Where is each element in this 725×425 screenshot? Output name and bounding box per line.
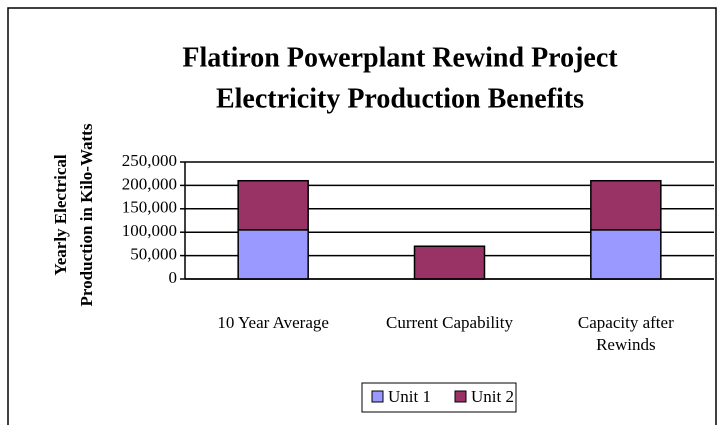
bar-segment xyxy=(413,245,486,280)
y-axis-label: Production in Kilo-Watts xyxy=(77,123,96,306)
legend-swatch xyxy=(371,390,384,403)
y-tick-label: 50,000 xyxy=(130,245,177,264)
y-tick-label: 150,000 xyxy=(122,198,177,217)
x-tick-label: 10 Year Average xyxy=(217,313,329,332)
bar-segment xyxy=(590,229,662,280)
y-tick-label: 200,000 xyxy=(122,174,177,193)
bar-segment xyxy=(237,229,309,280)
legend-label: Unit 1 xyxy=(388,387,431,406)
legend-swatch xyxy=(454,390,467,403)
legend-label: Unit 2 xyxy=(471,387,514,406)
chart-title: Electricity Production Benefits xyxy=(216,83,584,114)
y-axis-label: Yearly Electrical xyxy=(51,154,70,276)
y-tick-label: 100,000 xyxy=(122,221,177,240)
x-tick-label: Capacity after Rewinds xyxy=(577,313,674,354)
bar-segment xyxy=(590,179,662,231)
y-tick-label: 250,000 xyxy=(122,151,177,170)
y-tick-label: 0 xyxy=(169,268,178,287)
chart-title: Flatiron Powerplant Rewind Project xyxy=(182,42,618,73)
chart-border xyxy=(7,7,717,425)
bar-segment xyxy=(237,179,309,231)
legend-box xyxy=(361,382,517,413)
x-tick-label: Current Capability xyxy=(385,313,513,332)
